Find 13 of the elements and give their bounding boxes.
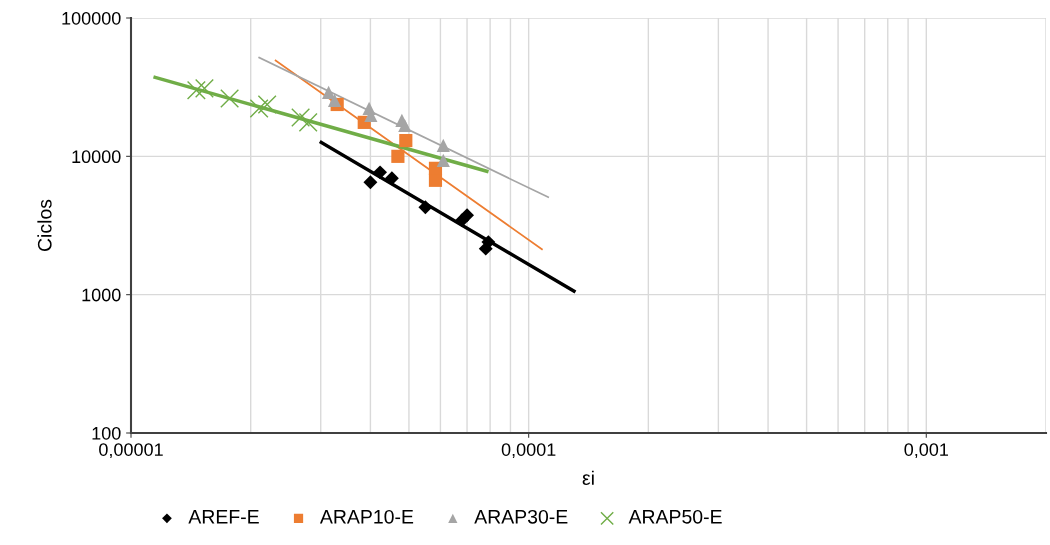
x-tick-label: 0,001 <box>904 443 949 459</box>
legend-label: ARAP30-E <box>474 509 568 524</box>
x-tick-label: 0,0001 <box>501 443 556 459</box>
y-tick-label: 10000 <box>72 150 121 164</box>
x-tick-label: 0,00001 <box>99 443 163 459</box>
legend-label: AREF-E <box>188 510 259 524</box>
x-axis-title: εi <box>582 470 594 485</box>
legend-label: ARAP10-E <box>319 509 414 524</box>
y-tick-label: 1000 <box>82 288 121 302</box>
y-tick-label: 100 <box>92 426 121 440</box>
y-tick-label: 100000 <box>62 11 121 25</box>
legend-label: ARAP50-E <box>628 509 722 524</box>
y-axis-title: Ciclos <box>37 199 52 251</box>
